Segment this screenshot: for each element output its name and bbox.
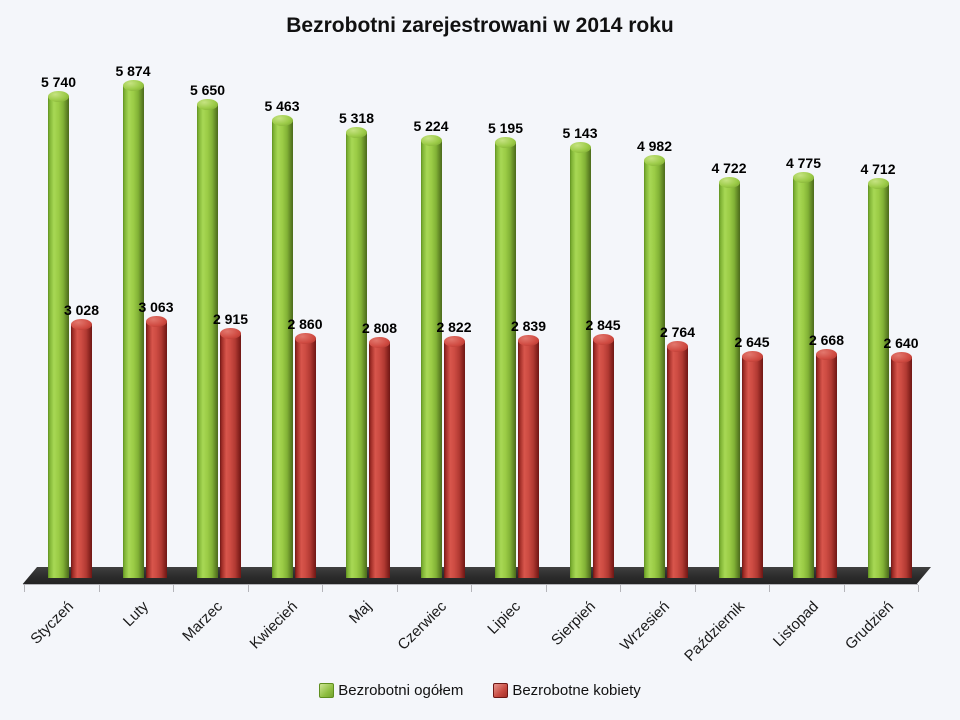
bar-cap bbox=[793, 172, 814, 183]
bar-ogolem-1 bbox=[48, 91, 69, 578]
bar-cap bbox=[890, 352, 912, 363]
legend-label: Bezrobotne kobiety bbox=[512, 682, 641, 699]
bar-value-label: 5 195 bbox=[487, 120, 524, 136]
bar-kobiety-1 bbox=[71, 319, 92, 578]
bar-ogolem-11 bbox=[793, 172, 814, 578]
bar-cap bbox=[294, 333, 316, 344]
legend-label: Bezrobotni ogółem bbox=[338, 682, 464, 699]
bar-ogolem-9 bbox=[644, 155, 665, 578]
x-axis-tick bbox=[843, 585, 845, 592]
bar-cap bbox=[741, 351, 763, 362]
bar-ogolem-10 bbox=[718, 177, 740, 578]
bar-kobiety-8 bbox=[592, 334, 614, 578]
bar-cap bbox=[867, 178, 889, 189]
bar-cap bbox=[569, 142, 591, 153]
bar-cap bbox=[644, 155, 665, 166]
bar-ogolem-12 bbox=[867, 178, 889, 578]
x-axis-tick bbox=[545, 585, 547, 592]
bar-value-label: 2 668 bbox=[808, 332, 845, 348]
bar-kobiety-7 bbox=[518, 335, 539, 578]
bar-cap bbox=[71, 319, 92, 330]
x-axis-tick bbox=[471, 585, 472, 592]
bar-cap bbox=[420, 135, 442, 146]
bar-cap bbox=[145, 316, 167, 327]
bar-cap bbox=[122, 80, 144, 91]
bar-value-label: 5 650 bbox=[189, 82, 226, 98]
x-axis-line bbox=[23, 584, 918, 585]
bar-value-label: 3 028 bbox=[63, 302, 100, 318]
bar-value-label: 2 808 bbox=[361, 320, 398, 336]
legend-item-kobiety: Bezrobotne kobiety bbox=[493, 682, 641, 699]
bar-value-label: 5 463 bbox=[264, 98, 300, 114]
bar-cap bbox=[271, 115, 293, 126]
bar-kobiety-4 bbox=[294, 333, 316, 578]
bar-cap bbox=[443, 336, 465, 347]
bar-value-label: 4 982 bbox=[636, 138, 673, 154]
bar-ogolem-8 bbox=[569, 142, 591, 578]
bar-cap bbox=[220, 328, 241, 339]
x-axis-tick bbox=[396, 585, 398, 592]
legend: Bezrobotni ogółem Bezrobotne kobiety bbox=[0, 682, 960, 699]
bar-value-label: 5 224 bbox=[413, 118, 449, 134]
bar-ogolem-2 bbox=[122, 80, 144, 578]
bar-value-label: 2 839 bbox=[510, 318, 547, 334]
legend-swatch-green-icon bbox=[319, 683, 335, 698]
bar-cap bbox=[346, 127, 367, 138]
bar-value-label: 4 712 bbox=[860, 161, 896, 177]
chart-title: Bezrobotni zarejestrowani w 2014 roku bbox=[286, 14, 674, 37]
bar-value-label: 2 822 bbox=[436, 319, 472, 335]
bar-value-label: 5 143 bbox=[562, 125, 598, 141]
bar-value-label: 2 860 bbox=[287, 316, 323, 332]
x-axis-tick bbox=[247, 585, 249, 592]
bar-kobiety-3 bbox=[220, 328, 241, 578]
bar-kobiety-12 bbox=[890, 352, 912, 578]
bar-value-label: 3 063 bbox=[138, 299, 174, 315]
bar-cap bbox=[718, 177, 740, 188]
x-axis-tick bbox=[24, 585, 25, 592]
x-axis-tick bbox=[173, 585, 174, 592]
bar-cap bbox=[816, 349, 837, 360]
bar-ogolem-6 bbox=[420, 135, 442, 578]
legend-swatch-red-icon bbox=[493, 683, 509, 698]
bar-value-label: 4 775 bbox=[785, 155, 822, 171]
bar-value-label: 2 640 bbox=[883, 335, 919, 351]
bar-value-label: 2 915 bbox=[212, 311, 249, 327]
bar-kobiety-2 bbox=[145, 316, 167, 578]
bar-cap bbox=[592, 334, 614, 345]
x-axis-tick bbox=[694, 585, 696, 592]
bar-cap bbox=[495, 137, 516, 148]
legend-item-ogolem: Bezrobotni ogółem bbox=[319, 682, 463, 699]
bar-value-label: 4 722 bbox=[711, 160, 747, 176]
bar-kobiety-11 bbox=[816, 349, 837, 578]
x-axis-tick bbox=[620, 585, 621, 592]
bar-cap bbox=[48, 91, 69, 102]
x-axis-tick bbox=[322, 585, 323, 592]
bar-ogolem-3 bbox=[197, 99, 218, 578]
bar-value-label: 5 318 bbox=[338, 110, 375, 126]
bar-value-label: 2 645 bbox=[734, 334, 770, 350]
bar-ogolem-4 bbox=[271, 115, 293, 578]
bar-value-label: 2 845 bbox=[585, 317, 621, 333]
bar-kobiety-10 bbox=[741, 351, 763, 578]
bar-cap bbox=[667, 341, 688, 352]
bar-cap bbox=[369, 337, 390, 348]
bar-value-label: 5 874 bbox=[115, 63, 151, 79]
bar-cap bbox=[518, 335, 539, 346]
bar-kobiety-6 bbox=[443, 336, 465, 578]
bar-ogolem-7 bbox=[495, 137, 516, 578]
bar-kobiety-5 bbox=[369, 337, 390, 578]
bar-kobiety-9 bbox=[667, 341, 688, 578]
bar-value-label: 2 764 bbox=[659, 324, 696, 340]
bar-cap bbox=[197, 99, 218, 110]
x-axis-tick bbox=[918, 585, 919, 592]
x-axis-tick bbox=[98, 585, 100, 592]
x-axis-tick bbox=[769, 585, 770, 592]
bar-value-label: 5 740 bbox=[40, 74, 77, 90]
bar-ogolem-5 bbox=[346, 127, 367, 578]
